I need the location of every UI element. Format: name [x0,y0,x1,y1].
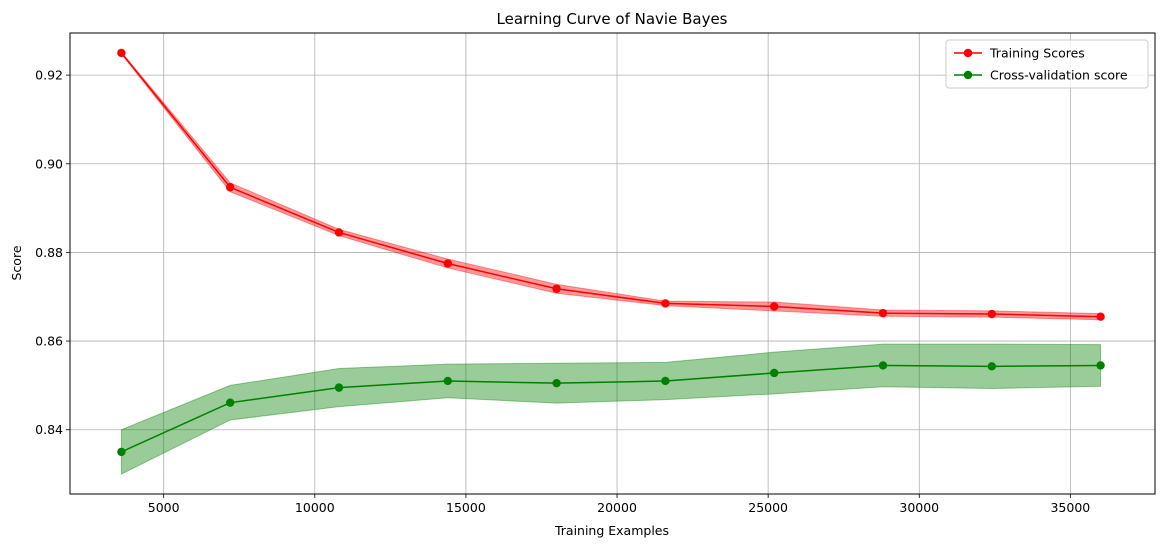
cv-score-point [443,376,452,386]
cv-score-point [225,398,235,407]
x-tick-label: 20000 [597,500,637,515]
y-axis-ticks: 0.84 0.86 0.88 0.90 0.92 [35,68,70,437]
x-axis-label: Training Examples [554,523,669,538]
x-tick-label: 25000 [748,500,788,515]
cv-score-point [552,378,561,388]
legend-box [945,39,1149,89]
cv-score-point [117,447,126,457]
y-tick-label: 0.92 [35,68,63,83]
y-tick-label: 0.86 [35,334,63,349]
x-axis-ticks: 5000 10000 15000 20000 25000 30000 35000 [148,494,1090,515]
legend-label: Training Scores [989,46,1085,61]
cv-score-line [121,364,1101,453]
legend-marker [963,70,973,80]
x-tick-label: 10000 [295,500,335,515]
x-tick-label: 30000 [899,500,939,515]
y-tick-label: 0.84 [35,422,63,437]
x-tick-label: 5000 [148,500,180,515]
series-lines [120,52,1101,453]
cv-score-band [120,343,1102,475]
cv-score-point [1096,361,1105,370]
training-score-point [552,284,561,293]
x-tick-label: 15000 [446,500,486,515]
series-points [117,48,1105,457]
training-score-point [661,299,670,308]
cv-score-point [987,362,996,371]
cv-score-point [661,376,670,386]
legend-label: Cross-validation score [990,68,1128,83]
training-score-point [987,309,996,319]
y-axis-label: Score [9,245,24,280]
training-score-point [225,183,235,192]
y-tick-label: 0.88 [35,245,63,260]
cv-score-point [878,361,888,370]
legend-marker [963,48,973,58]
training-score-point [878,308,888,318]
training-score-point [1096,312,1105,321]
training-score-point [769,302,779,311]
training-score-line [120,52,1101,318]
legend: Training Scores Cross-validation score [945,39,1149,89]
plot-area-frame [69,32,1156,495]
cv-score-point [334,383,344,392]
training-score-point [334,228,344,237]
chart-title: Learning Curve of Navie Bayes [497,10,728,28]
training-score-point [443,259,452,268]
cv-score-point [769,368,779,378]
grid-lines [70,33,1155,494]
y-tick-label: 0.90 [35,156,63,171]
x-tick-label: 35000 [1050,500,1090,515]
training-score-point [117,48,126,58]
